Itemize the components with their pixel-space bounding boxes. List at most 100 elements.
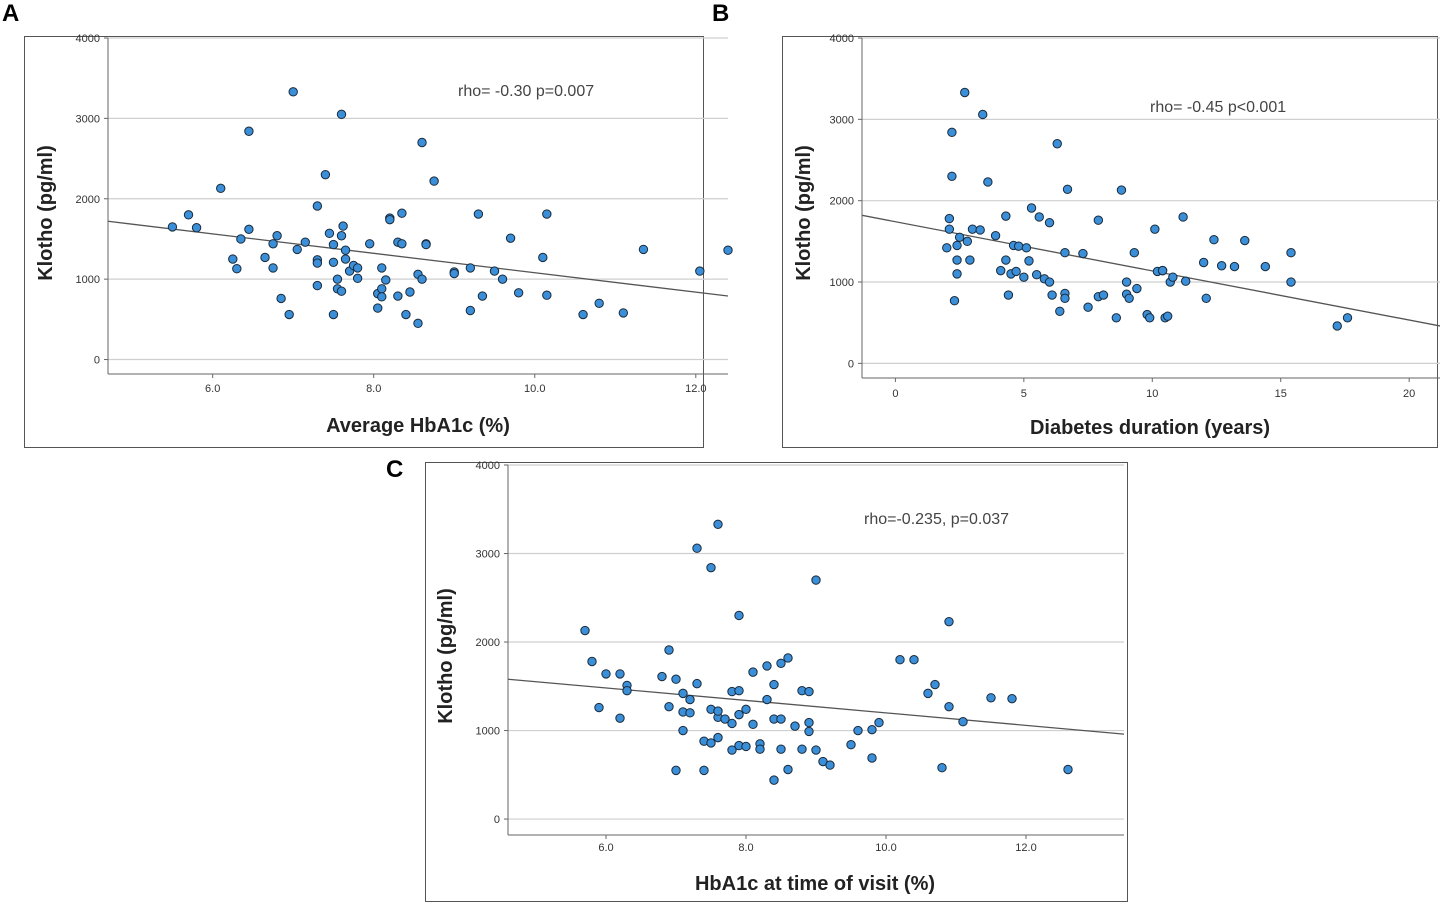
data-point-a: [312, 280, 323, 291]
x-tick-label-c: 6.0: [598, 842, 613, 854]
data-point-c: [734, 709, 744, 720]
data-point-c: [692, 543, 702, 553]
data-point-c: [706, 738, 716, 748]
data-point-c: [671, 674, 681, 684]
data-point-b: [1011, 266, 1021, 277]
y-tick-label-c: 2000: [476, 637, 500, 649]
y-tick-label-b: 0: [848, 358, 854, 370]
fit-line-c: [508, 678, 1124, 735]
data-point-a: [542, 209, 552, 219]
data-point-b: [1060, 248, 1070, 258]
data-point-a: [268, 239, 278, 249]
data-point-c: [727, 745, 737, 755]
data-point-b: [960, 87, 970, 98]
data-point-b: [952, 269, 962, 279]
data-point-c: [930, 679, 940, 690]
data-point-b: [1044, 277, 1055, 287]
data-point-a: [513, 288, 524, 298]
data-point-b: [1178, 212, 1188, 222]
data-point-b: [1034, 212, 1044, 222]
data-point-b: [1078, 248, 1088, 259]
data-point-a: [417, 137, 427, 148]
data-point-b: [1031, 269, 1042, 280]
data-point-b: [1129, 248, 1140, 258]
data-point-a: [167, 222, 178, 232]
correlation-annotation-b: rho= -0.45 p<0.001: [1150, 99, 1286, 116]
data-point-a: [332, 274, 343, 284]
data-point-a: [216, 183, 226, 194]
data-point-a: [397, 208, 407, 218]
data-point-c: [755, 744, 765, 754]
data-point-c: [734, 686, 744, 696]
data-point-b: [949, 296, 960, 306]
data-point-a: [236, 234, 246, 244]
data-point-a: [393, 291, 403, 301]
data-point-a: [449, 268, 459, 279]
data-point-c: [741, 741, 751, 752]
data-point-a: [638, 244, 649, 255]
data-point-a: [272, 231, 282, 241]
data-point-c: [601, 669, 611, 679]
x-tick-label-b: 10: [1146, 388, 1158, 400]
x-tick-label-c: 8.0: [738, 842, 753, 854]
x-axis-title-a: Average HbA1c (%): [326, 415, 510, 437]
x-tick-label-c: 10.0: [875, 842, 896, 854]
y-tick-label-c: 4000: [476, 460, 500, 472]
x-tick-label-b: 5: [1021, 388, 1027, 400]
data-point-a: [300, 237, 310, 247]
data-point-b: [1229, 261, 1240, 272]
data-point-b: [1157, 265, 1168, 276]
data-point-a: [695, 266, 705, 276]
data-point-b: [1286, 277, 1296, 287]
data-point-a: [578, 309, 588, 320]
data-point-a: [292, 244, 302, 255]
data-point-b: [1145, 313, 1155, 323]
data-point-b: [1260, 261, 1271, 272]
data-point-c: [664, 645, 674, 655]
data-point-c: [580, 625, 590, 636]
data-point-b: [1060, 293, 1070, 303]
data-point-c: [685, 694, 695, 705]
x-tick-label-a: 8.0: [366, 383, 381, 395]
data-point-c: [867, 724, 877, 735]
data-point-b: [1083, 302, 1093, 312]
data-point-b: [1209, 235, 1219, 245]
data-point-c: [797, 744, 807, 754]
data-point-a: [191, 223, 202, 233]
data-point-c: [986, 693, 996, 703]
panel-label-a: A: [2, 0, 20, 27]
data-point-c: [678, 725, 688, 736]
data-point-c: [944, 616, 954, 627]
y-axis-title-b: Klotho (pg/ml): [793, 145, 815, 281]
data-point-b: [978, 109, 988, 120]
data-point-a: [377, 263, 387, 273]
data-point-b: [1055, 306, 1065, 317]
data-point-c: [804, 686, 814, 697]
data-point-a: [232, 263, 242, 274]
data-point-b: [954, 232, 965, 242]
y-tick-label-c: 3000: [476, 549, 500, 561]
data-point-a: [381, 275, 391, 285]
data-point-b: [1026, 203, 1037, 213]
data-point-b: [1093, 215, 1104, 225]
data-point-c: [615, 713, 625, 723]
data-point-a: [397, 239, 407, 249]
data-point-a: [429, 176, 439, 186]
y-tick-label-b: 2000: [830, 196, 854, 208]
data-point-a: [244, 224, 254, 235]
x-tick-label-a: 12.0: [685, 383, 706, 395]
data-point-a: [352, 263, 363, 273]
data-point-a: [385, 214, 395, 225]
data-point-b: [1332, 321, 1342, 331]
data-point-b: [1001, 255, 1011, 265]
data-point-c: [664, 701, 674, 712]
data-point-c: [825, 760, 835, 770]
x-tick-label-c: 12.0: [1015, 842, 1036, 854]
data-point-c: [937, 763, 947, 773]
data-point-c: [713, 706, 723, 716]
data-point-a: [336, 286, 347, 296]
data-point-a: [723, 245, 733, 255]
data-point-b: [1044, 217, 1055, 228]
